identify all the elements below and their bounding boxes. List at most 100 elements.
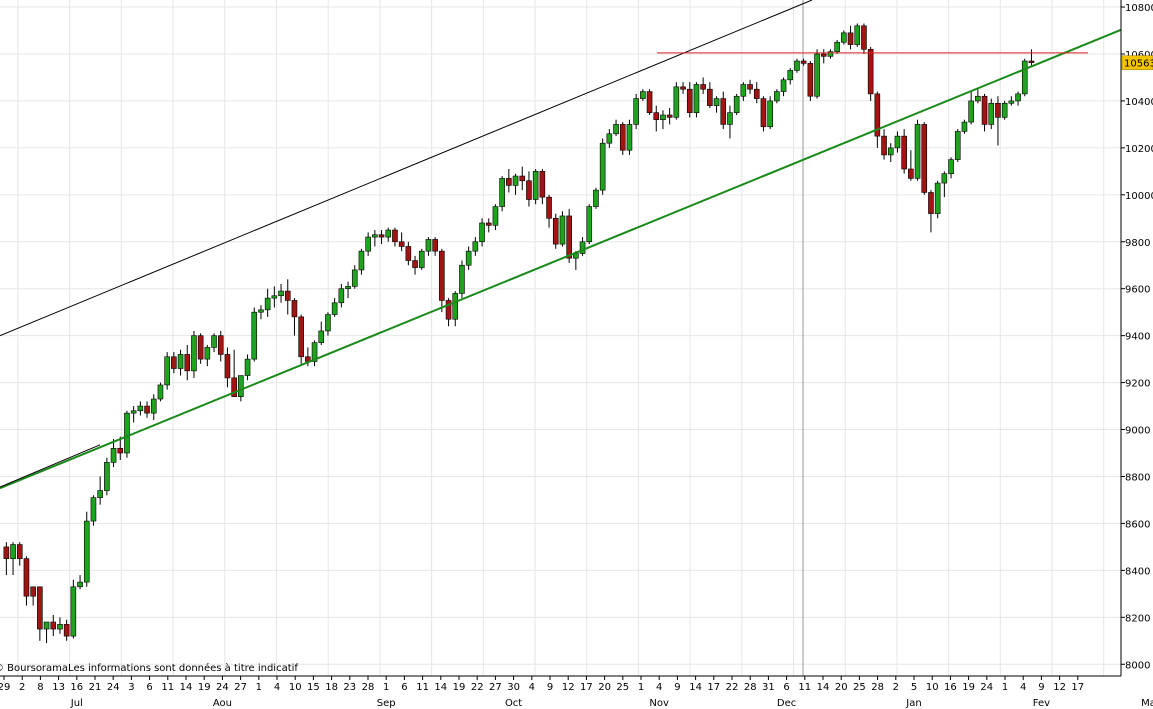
candle-body-down [646,91,653,113]
candle-body-down [291,300,298,318]
date-tick-label: 28 [744,682,757,693]
month-label: Nov [649,698,669,709]
candle-body-up [318,330,325,343]
candle [713,96,720,113]
candle-body-up [814,53,820,97]
date-tick-label: 30 [507,682,520,693]
candle [144,401,150,418]
candle [117,436,124,461]
candle-body-up [465,250,472,266]
candle [720,91,727,130]
price-tick-label: 10800 [1125,3,1153,14]
candle-body-down [807,63,814,97]
candle [231,349,237,397]
candle-body-up [941,173,948,184]
candle [345,281,351,299]
candle [459,260,465,299]
date-tick-label: 11 [798,682,811,693]
candle [559,211,566,247]
candle [881,129,887,160]
candle-body-down [23,558,30,597]
date-tick-label: 23 [343,682,356,693]
candle-body-up [693,84,700,113]
date-tick-label: 22 [726,682,739,693]
candle-body-up [727,112,733,125]
date-tick-label: 12 [1053,682,1066,693]
candle [787,68,794,85]
candle-body-down [686,88,693,113]
candle [613,119,619,137]
date-tick-label: 19 [198,682,211,693]
candle [640,89,646,101]
candle [452,291,459,327]
candle [686,82,693,118]
candle [164,352,170,390]
candle-body-up [968,100,974,123]
candle-body-down [928,192,934,214]
candle-body-up [83,520,90,583]
candle [23,556,30,606]
candle-body-down [506,178,512,186]
candle-body-down [921,124,928,193]
candle [465,246,472,270]
price-tick-label: 9600 [1125,285,1150,296]
candle-body-down [445,300,452,320]
date-tick-label: 2 [893,682,899,693]
candle [954,129,961,162]
date-tick-label: 21 [89,682,102,693]
date-tick-label: 22 [471,682,484,693]
candle-body-up [787,70,794,81]
candle-body-down [3,546,10,559]
candle [807,61,814,101]
candle [97,476,103,505]
candle [197,333,204,364]
candle-body-up [177,354,184,369]
candle-body-up [1015,93,1021,102]
candle-body-up [90,497,97,522]
price-tick-label: 8800 [1125,472,1150,483]
candle-body-up [325,314,331,332]
date-tick-label: 28 [871,682,884,693]
candle [894,131,901,153]
source-credit: © BoursoramaLes informations sont donnée… [0,662,298,674]
candle [546,194,552,228]
date-tick-label: 20 [835,682,848,693]
candle-body-up [774,91,780,102]
candle [217,330,224,362]
candle [432,237,438,256]
candle-body-up [311,342,318,362]
candle [63,619,70,641]
candle-body-down [1028,60,1035,63]
candle [921,122,928,195]
candle [512,173,519,195]
date-tick-label: 6 [146,682,152,693]
candle-body-up [988,102,995,125]
date-tick-label: 4 [1020,682,1026,693]
date-tick-label: 12 [562,682,575,693]
date-tick-label: 4 [656,682,662,693]
candle-body-up [278,290,284,297]
candle-body-up [640,91,646,99]
date-tick-label: 17 [1071,682,1084,693]
candle [425,237,432,256]
candle [238,375,244,402]
candle [887,143,894,162]
candle-body-up [157,384,164,400]
date-tick-label: 1 [256,682,262,693]
candle [311,340,318,367]
candle [1021,58,1028,97]
candle [439,248,445,313]
candle-body-down [901,135,907,170]
candle-body-up [351,269,358,287]
candle [586,204,593,245]
candle [599,138,606,195]
candle [211,333,217,353]
candle [70,579,77,639]
price-tick-label: 8200 [1125,613,1150,624]
candle [264,288,271,317]
candle-body-down [653,112,660,121]
plot-frame [0,0,1122,677]
candle [539,169,546,205]
candle-body-up [499,178,505,207]
